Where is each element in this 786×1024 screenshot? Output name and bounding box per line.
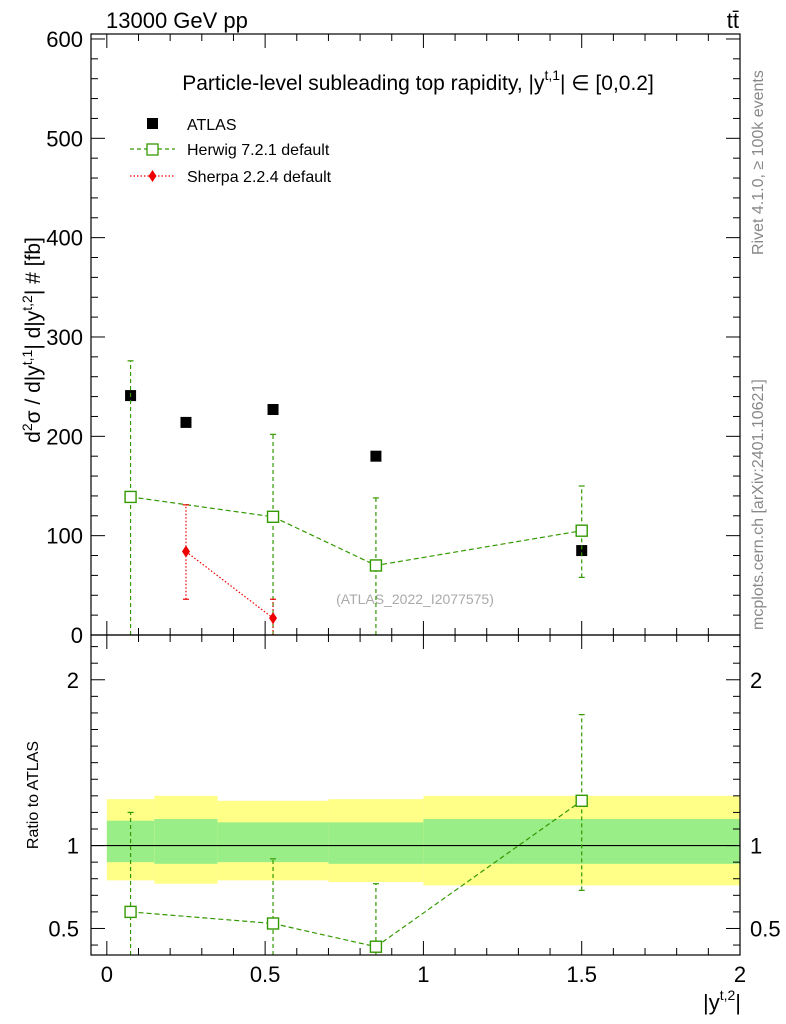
main-ytick-label: 600	[46, 27, 83, 52]
sherpa-2-2-4-default-point	[269, 612, 278, 625]
atlas-point	[180, 416, 192, 428]
ratio-bands-layer	[91, 795, 740, 886]
chart-title-tail: | ∈ [0,0.2]	[560, 72, 654, 95]
mcplots-label: mcplots.cern.ch [arXiv:2401.10621]	[750, 379, 767, 630]
ratio-series-layer	[124, 713, 588, 955]
legend-atlas-label: ATLAS	[187, 117, 237, 134]
herwig-7-2-1-default-ratio-point	[369, 940, 383, 953]
herwig-7-2-1-default-point	[266, 510, 280, 523]
xlabel: |yt,2|	[703, 987, 741, 1015]
main-ytick-label: 100	[46, 524, 83, 549]
ratio-frame	[90, 634, 741, 956]
ratio-ytick-label-right: 0.5	[750, 916, 781, 941]
main-series-layer	[124, 360, 588, 635]
chart-title-sup: t,1	[544, 67, 560, 83]
chart-title-text: Particle-level subleading top rapidity, …	[182, 72, 545, 95]
ratio-ytick-label-right: 2	[750, 668, 762, 693]
xtick-label: 0	[101, 962, 113, 987]
rivet-label: Rivet 4.1.0, ≥ 100k events	[750, 70, 767, 255]
herwig-7-2-1-default-point	[369, 559, 383, 572]
herwig-7-2-1-default-ratio-point	[124, 905, 137, 919]
atlas-point	[576, 545, 588, 557]
main-ytick-label: 0	[71, 623, 83, 648]
legend: ATLAS Herwig 7.2.1 default Sherpa 2.2.4 …	[130, 117, 332, 186]
ratio-inner-band	[217, 822, 329, 863]
herwig-7-2-1-default-line	[130, 496, 582, 567]
main-ytick-label: 500	[46, 126, 83, 151]
ratio-ytick-label-left: 2	[67, 668, 79, 693]
herwig-7-2-1-default-point	[124, 490, 137, 504]
legend-sherpa-label: Sherpa 2.2.4 default	[187, 169, 332, 186]
herwig-7-2-1-default-point	[575, 524, 588, 537]
herwig-7-2-1-default-ratio-point	[575, 794, 588, 808]
sherpa-2-2-4-default-line	[185, 551, 274, 619]
atlas-point	[267, 404, 279, 416]
legend-herwig-label: Herwig 7.2.1 default	[187, 142, 330, 159]
herwig-7-2-1-default-ratio-line	[130, 911, 274, 925]
ratio-axes: 0.5 0.5 1 1 2 2 0 0.5 1 1.5 2	[48, 634, 781, 987]
xtick-label: 1.5	[566, 962, 597, 987]
xlabel-text: |y	[703, 990, 720, 1015]
xlabel-tail: |	[735, 990, 741, 1015]
process-label: tt̄	[727, 8, 739, 33]
watermark: (ATLAS_2022_I2077575)	[336, 591, 494, 607]
ratio-ytick-label-left: 0.5	[48, 916, 79, 941]
ratio-ytick-label-left: 1	[67, 834, 79, 859]
main-ytick-label: 400	[46, 226, 83, 251]
xtick-label: 0.5	[250, 962, 281, 987]
main-ytick-label: 300	[46, 325, 83, 350]
legend-atlas-marker	[147, 118, 158, 129]
watermark-group: (ATLAS_2022_I2077575)	[336, 591, 494, 607]
ratio-ylabel: Ratio to ATLAS	[25, 741, 42, 849]
xtick-label: 1	[417, 962, 429, 987]
main-ylabel: d2σ / d|yt,1| d|yt,2| # [fb]	[19, 237, 45, 443]
legend-herwig-marker	[146, 143, 159, 156]
sherpa-2-2-4-default-point	[181, 545, 190, 558]
ratio-inner-band	[328, 822, 424, 864]
main-ytick-label: 200	[46, 424, 83, 449]
herwig-7-2-1-default-ratio-line	[272, 922, 377, 948]
ratio-inner-band	[154, 819, 218, 864]
xtick-label: 2	[734, 962, 746, 987]
herwig-7-2-1-default-ratio-point	[266, 917, 280, 930]
xlabel-sup: t,2	[720, 987, 736, 1003]
atlas-point	[370, 450, 382, 462]
ratio-ytick-label-right: 1	[750, 834, 762, 859]
herwig-7-2-1-default-ratio-line	[375, 800, 583, 948]
legend-sherpa-marker	[148, 170, 157, 182]
energy-label: 13000 GeV pp	[106, 8, 248, 33]
chart-title: Particle-level subleading top rapidity, …	[182, 67, 654, 95]
